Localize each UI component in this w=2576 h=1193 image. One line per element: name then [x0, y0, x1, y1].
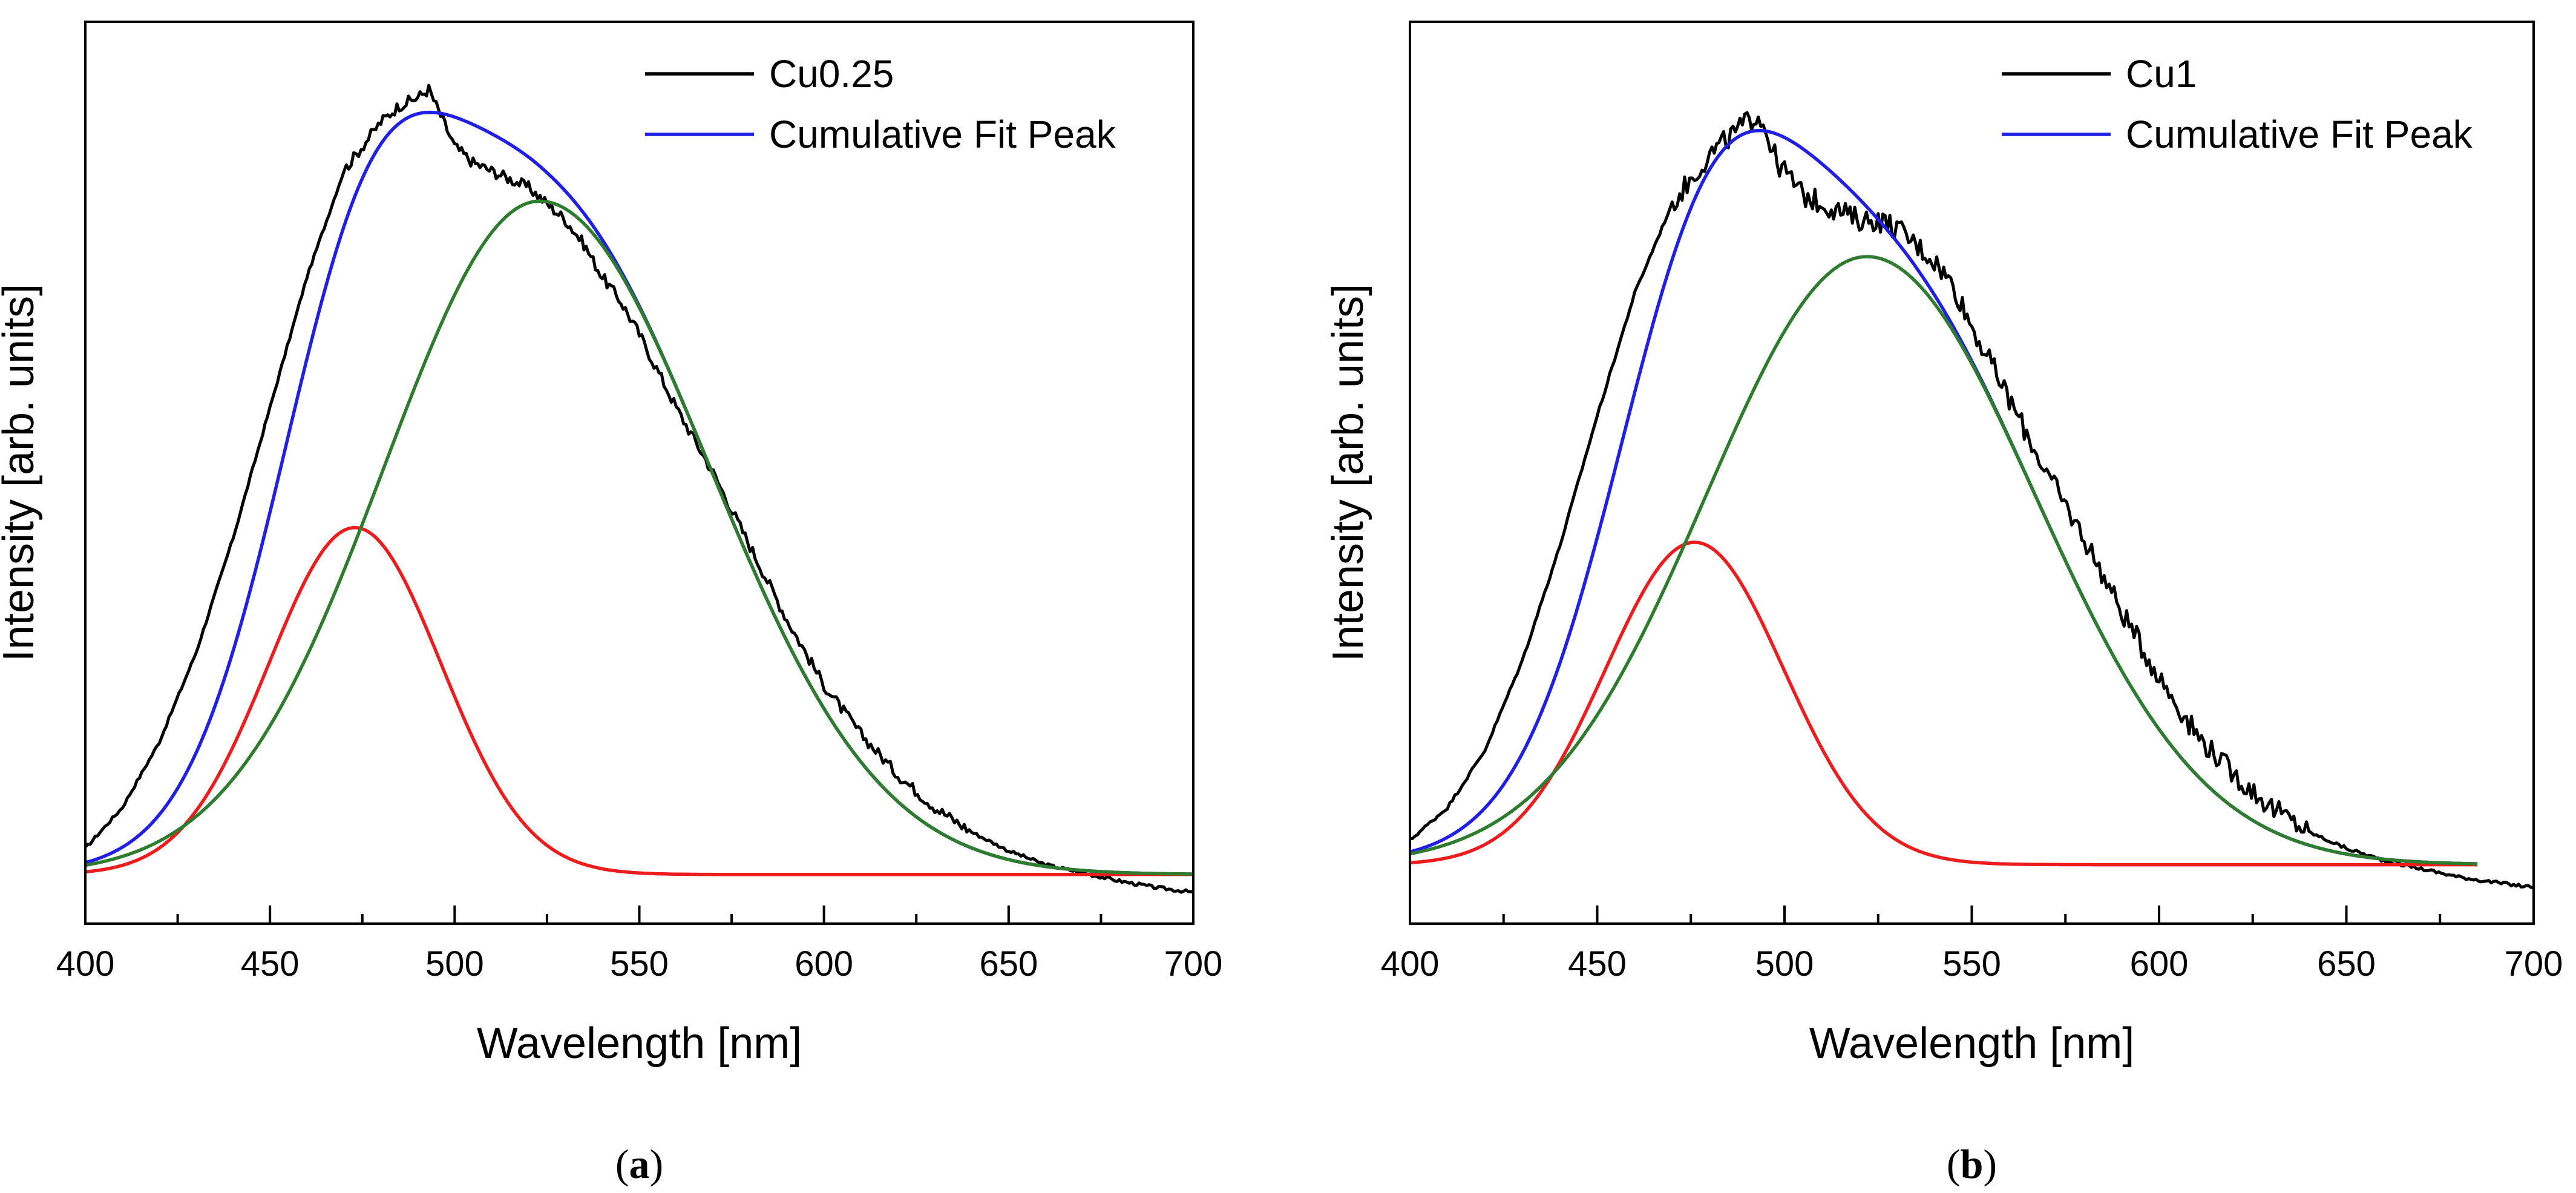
plot-frame [1409, 21, 2535, 925]
x-axis-title: Wavelength [nm] [477, 1019, 802, 1068]
x-tick-label: 450 [241, 944, 300, 984]
x-tick-label: 400 [1381, 944, 1440, 984]
panel-label: (b) [1947, 1141, 1997, 1187]
legend-label: Cumulative Fit Peak [769, 113, 1116, 156]
x-tick-label: 700 [1164, 944, 1223, 984]
x-tick-label: 700 [2505, 944, 2563, 984]
x-tick-label: 500 [425, 944, 484, 984]
series-line-cu1 [1410, 111, 2534, 889]
x-tick-label: 550 [610, 944, 669, 984]
x-tick-label: 600 [795, 944, 853, 984]
legend-label: Cu0.25 [769, 52, 894, 96]
legend: Cu0.25 Cumulative Fit Peak [645, 52, 1116, 156]
y-axis-title: Intensity [arb. units] [0, 284, 43, 662]
x-axis-title: Wavelength [nm] [1809, 1019, 2135, 1068]
x-tick-label: 450 [1568, 944, 1627, 984]
plot-area [1410, 111, 2534, 889]
plot-area [85, 84, 1193, 894]
series-line-cu0-25 [85, 84, 1193, 894]
legend-label: Cumulative Fit Peak [2126, 113, 2473, 156]
x-tick-label: 400 [56, 944, 115, 984]
x-tick-label: 600 [2130, 944, 2189, 984]
legend: Cu1 Cumulative Fit Peak [2002, 52, 2473, 156]
x-tick-label: 550 [1942, 944, 2001, 984]
x-tick-label: 500 [1755, 944, 1814, 984]
series-line-cumulative-fit-peak [85, 110, 1193, 876]
y-axis-title: Intensity [arb. units] [1324, 284, 1372, 662]
x-tick-label: 650 [2317, 944, 2376, 984]
series-line-fit-peak-1 [1410, 541, 2478, 867]
series-line-fit-peak-2 [1410, 255, 2478, 866]
panel-label: (a) [615, 1141, 663, 1187]
series-line-fit-peak-2 [85, 199, 1193, 876]
x-tick-label: 650 [979, 944, 1038, 984]
legend-label: Cu1 [2126, 52, 2197, 96]
chart-panel-a: 400 450 500 550 600 650 700 Wavelength [nm] Inte… [0, 21, 1223, 1187]
chart-panel-b: 400 450 500 550 600 650 700 Wavelength [nm] Inte… [1324, 21, 2563, 1187]
series-line-fit-peak-1 [85, 525, 1193, 876]
